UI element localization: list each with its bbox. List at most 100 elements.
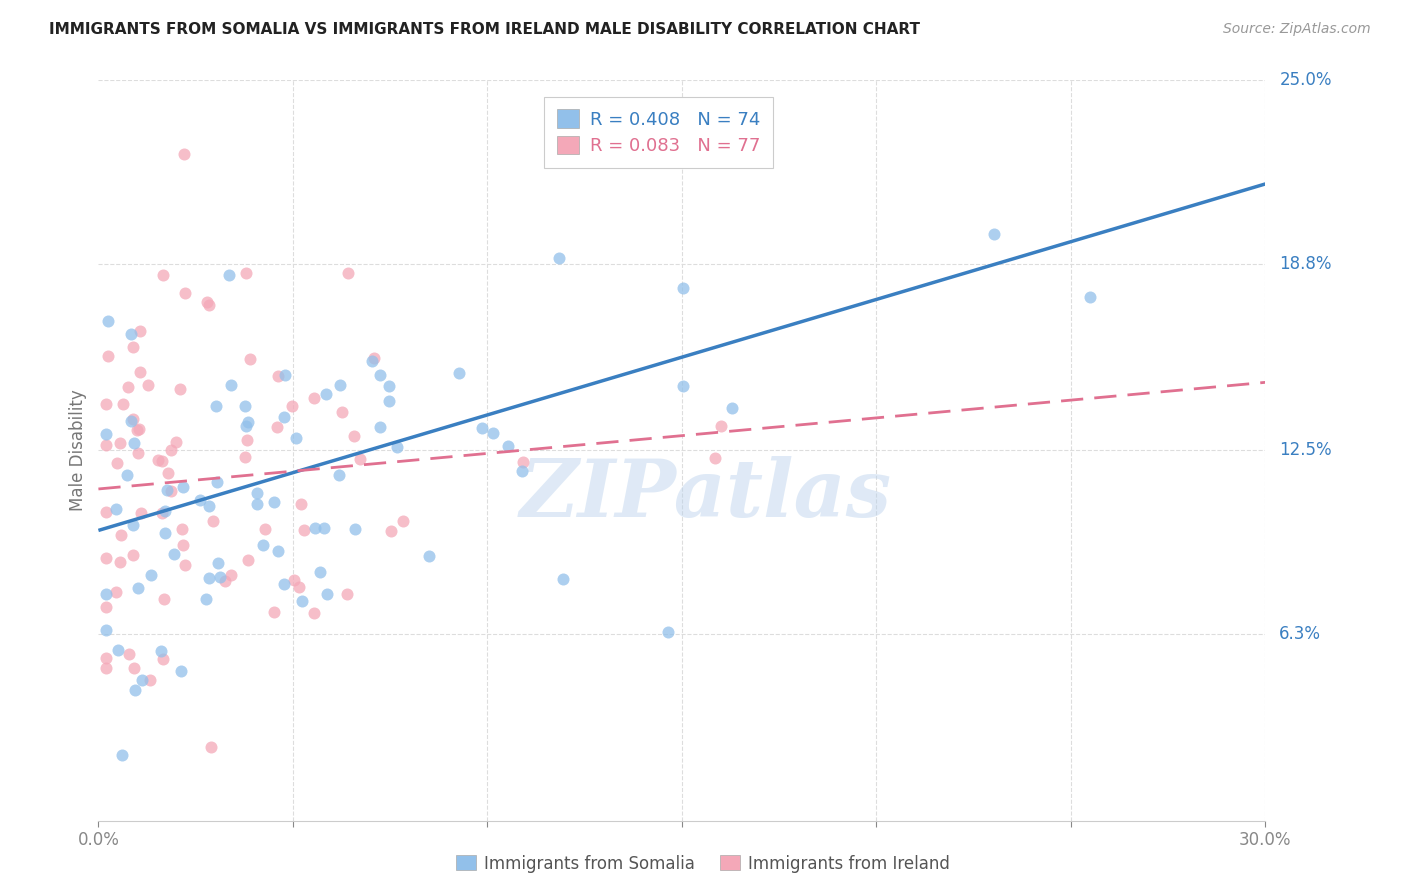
Point — [195, 295, 218, 310]
Point — [127, 423, 149, 437]
Point — [96, 550, 118, 565]
Y-axis label: Male Disability: Male Disability — [69, 390, 87, 511]
Point — [163, 547, 186, 561]
Point — [343, 429, 366, 443]
Point — [343, 522, 366, 536]
Point — [361, 353, 384, 368]
Point — [152, 268, 174, 282]
Point — [281, 399, 304, 413]
Point — [96, 587, 118, 601]
Point — [105, 456, 128, 470]
Point — [205, 475, 228, 489]
Point — [205, 399, 228, 413]
Point — [150, 453, 173, 467]
Point — [291, 594, 314, 608]
Point — [263, 495, 285, 509]
Text: Source: ZipAtlas.com: Source: ZipAtlas.com — [1223, 22, 1371, 37]
Point — [96, 438, 118, 452]
Point — [312, 521, 335, 535]
Point — [172, 538, 194, 552]
Point — [349, 452, 371, 467]
Point — [149, 644, 172, 658]
Legend: Immigrants from Somalia, Immigrants from Ireland: Immigrants from Somalia, Immigrants from… — [449, 848, 957, 880]
Point — [173, 558, 195, 572]
Point — [201, 514, 224, 528]
Point — [308, 565, 330, 579]
Point — [96, 650, 118, 665]
Point — [110, 528, 132, 542]
Point — [121, 412, 143, 426]
Point — [273, 576, 295, 591]
Point — [328, 467, 350, 482]
Point — [121, 517, 143, 532]
Point — [337, 266, 360, 280]
Point — [471, 420, 494, 434]
Point — [156, 483, 179, 497]
Point — [288, 580, 311, 594]
Point — [378, 393, 401, 408]
Point — [197, 571, 219, 585]
Point — [122, 340, 145, 354]
Point — [172, 479, 194, 493]
Text: 25.0%: 25.0% — [1279, 71, 1331, 89]
Point — [253, 522, 276, 536]
Point — [721, 401, 744, 415]
Point — [239, 352, 262, 367]
Point — [118, 648, 141, 662]
Point — [380, 524, 402, 538]
Point — [117, 380, 139, 394]
Point — [173, 286, 195, 301]
Point — [302, 607, 325, 621]
Legend: R = 0.408   N = 74, R = 0.083   N = 77: R = 0.408 N = 74, R = 0.083 N = 77 — [544, 96, 773, 168]
Point — [703, 451, 725, 466]
Point — [316, 587, 339, 601]
Point — [121, 548, 143, 562]
Point — [127, 581, 149, 595]
Point — [672, 379, 695, 393]
Point — [482, 426, 505, 441]
Point — [548, 251, 571, 265]
Point — [207, 556, 229, 570]
Point — [290, 497, 312, 511]
Text: 12.5%: 12.5% — [1279, 442, 1331, 459]
Point — [304, 521, 326, 535]
Point — [96, 623, 118, 637]
Point — [122, 661, 145, 675]
Point — [983, 227, 1005, 241]
Point — [368, 419, 391, 434]
Point — [96, 426, 118, 441]
Point — [378, 379, 401, 393]
Point — [160, 443, 183, 458]
Point — [214, 574, 236, 589]
Point — [115, 468, 138, 483]
Point — [292, 523, 315, 537]
Point — [131, 506, 153, 520]
Point — [157, 466, 180, 480]
Point — [370, 368, 392, 383]
Point — [315, 386, 337, 401]
Point — [208, 570, 231, 584]
Point — [267, 543, 290, 558]
Point — [152, 652, 174, 666]
Point — [188, 493, 211, 508]
Point — [218, 268, 240, 283]
Point — [233, 399, 256, 413]
Point — [111, 747, 134, 762]
Point — [657, 624, 679, 639]
Point — [252, 538, 274, 552]
Point — [267, 369, 290, 384]
Point — [165, 435, 187, 450]
Point — [418, 549, 440, 564]
Point — [122, 435, 145, 450]
Point — [551, 572, 574, 586]
Point — [105, 502, 128, 516]
Point — [246, 486, 269, 500]
Point — [120, 326, 142, 341]
Point — [273, 409, 295, 424]
Text: 18.8%: 18.8% — [1279, 255, 1331, 273]
Point — [246, 497, 269, 511]
Point — [219, 378, 242, 392]
Point — [274, 368, 297, 382]
Point — [363, 351, 385, 366]
Point — [197, 298, 219, 312]
